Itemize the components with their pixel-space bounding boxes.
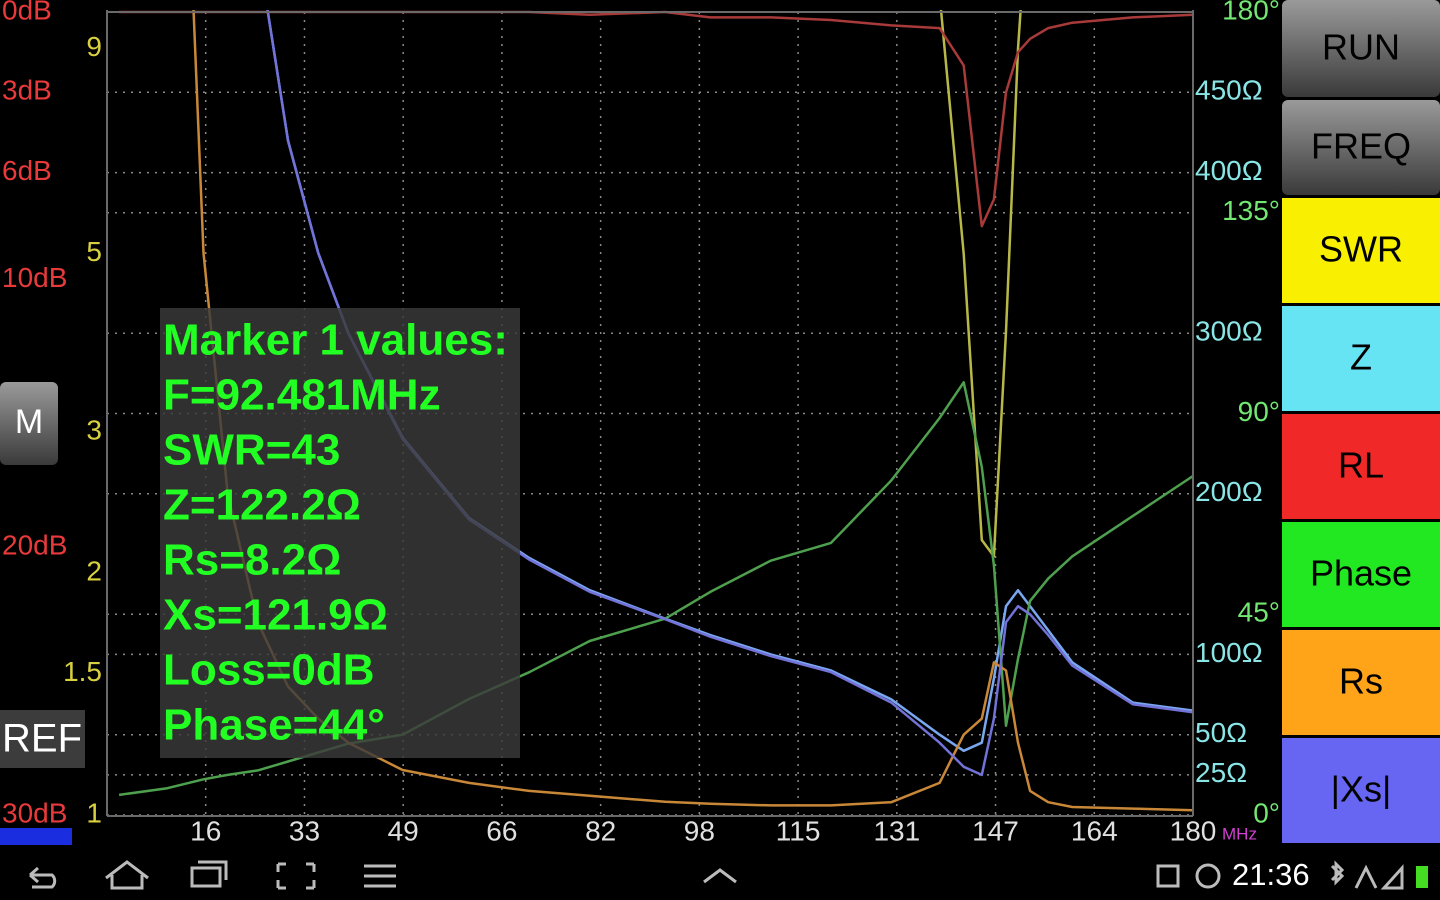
rl-tick-label: 10dB (2, 262, 67, 293)
ref-indicator (0, 828, 72, 845)
sync-icon (1195, 863, 1221, 889)
recent-icon[interactable] (190, 860, 228, 888)
swr-tick-label: 1.5 (63, 656, 102, 687)
clock: 21:36 (1232, 857, 1310, 892)
swr-tick-label: 2 (86, 556, 102, 587)
battery-icon (1416, 866, 1428, 888)
screenshot-icon[interactable] (276, 862, 316, 890)
ohm-tick-label: 25Ω (1195, 757, 1247, 788)
menu-icon[interactable] (364, 864, 396, 888)
ref-button-label[interactable]: REF (2, 717, 82, 761)
x-tick-label: 164 (1071, 815, 1118, 846)
phase-tick-label: 0° (1253, 797, 1280, 828)
marker-button[interactable] (0, 382, 58, 465)
swr-tick-label: 9 (86, 31, 102, 62)
trace-buttons: SWR Z RL Phase Rs |Xs| (1282, 198, 1440, 843)
trace-button[interactable] (1282, 630, 1440, 735)
up-icon[interactable] (703, 868, 737, 884)
signal-icon (1380, 864, 1404, 890)
swr-tick-label: 3 (86, 414, 102, 445)
marker-value: SWR=43 (163, 426, 340, 475)
ref-button[interactable] (0, 710, 85, 768)
trace-button-label[interactable]: Z (1350, 337, 1372, 378)
ohm-tick-label: 50Ω (1195, 717, 1247, 748)
x-tick-label: 49 (388, 815, 419, 846)
x-tick-label: 82 (585, 815, 616, 846)
trace-button[interactable] (1282, 414, 1440, 519)
ohm-tick-label: 450Ω (1195, 75, 1263, 106)
trace-button[interactable] (1282, 738, 1440, 843)
rl-tick-label: 6dB (2, 155, 52, 186)
run-button[interactable] (1282, 0, 1440, 97)
phase-tick-label: 180° (1222, 0, 1280, 25)
marker-value: Phase=44° (163, 701, 385, 750)
ohm-tick-label: 400Ω (1195, 155, 1263, 186)
swr-tick-label: 1 (86, 797, 102, 828)
trace-button-label[interactable]: SWR (1319, 229, 1403, 270)
trace (118, 381, 1194, 797)
x-tick-label: 147 (972, 815, 1019, 846)
phase-tick-label: 45° (1238, 597, 1280, 628)
x-tick-label: 66 (486, 815, 517, 846)
back-icon[interactable] (29, 866, 57, 889)
run-button-label[interactable]: RUN (1322, 27, 1400, 68)
x-tick-label: 131 (873, 815, 920, 846)
marker-value: Z=122.2Ω (163, 481, 361, 530)
trace-button[interactable] (1282, 306, 1440, 411)
trace-button[interactable] (1282, 522, 1440, 627)
swr-tick-label: 5 (86, 236, 102, 267)
marker-value: Rs=8.2Ω (163, 536, 341, 585)
freq-button-label[interactable]: FREQ (1311, 126, 1411, 167)
marker-values: F=92.481MHz SWR=43 Z=122.2Ω Rs=8.2Ω Xs=121.9… (163, 371, 441, 750)
trace-button-label[interactable]: RL (1338, 445, 1384, 486)
freq-button[interactable] (1282, 100, 1440, 195)
phase-tick-label: 90° (1238, 396, 1280, 427)
x-tick-label: 33 (289, 815, 320, 846)
marker-box (160, 308, 520, 758)
rl-tick-label: 0dB (2, 0, 52, 25)
ohm-tick-label: 300Ω (1195, 316, 1263, 347)
trace-button-label[interactable]: |Xs| (1331, 769, 1392, 810)
wifi-icon (1354, 864, 1378, 889)
marker-button-label[interactable]: M (15, 403, 43, 441)
marker-value: Loss=0dB (163, 646, 375, 695)
marker-title: Marker 1 values: (163, 316, 508, 365)
nav-bar (0, 850, 1440, 900)
trace-button[interactable] (1282, 198, 1440, 303)
marker-value: Xs=121.9Ω (163, 591, 388, 640)
trace-button-label[interactable]: Rs (1339, 661, 1383, 702)
trace (266, 10, 1194, 777)
axis-labels: 16 33 49 66 82 98 115 131 147 164 180 MHz95321.510d… (2, 0, 1280, 846)
rl-tick-label: 3dB (2, 75, 52, 106)
rl-tick-label: 30dB (2, 797, 67, 828)
expand-icon (1156, 864, 1180, 888)
nav-icons (29, 860, 1404, 890)
home-icon[interactable] (105, 860, 149, 890)
x-tick-label: 115 (776, 815, 821, 846)
x-tick-label: 16 (190, 815, 221, 846)
x-unit: MHz (1222, 824, 1257, 843)
rl-tick-label: 20dB (2, 530, 67, 561)
marker-value: F=92.481MHz (163, 371, 441, 420)
bluetooth-icon (1330, 860, 1345, 886)
ohm-tick-label: 200Ω (1195, 476, 1263, 507)
phase-tick-label: 135° (1222, 195, 1280, 226)
ohm-tick-label: 100Ω (1195, 637, 1263, 668)
x-tick-label: 180 (1170, 815, 1217, 846)
trace-button-label[interactable]: Phase (1310, 553, 1412, 594)
x-tick-label: 98 (684, 815, 715, 846)
